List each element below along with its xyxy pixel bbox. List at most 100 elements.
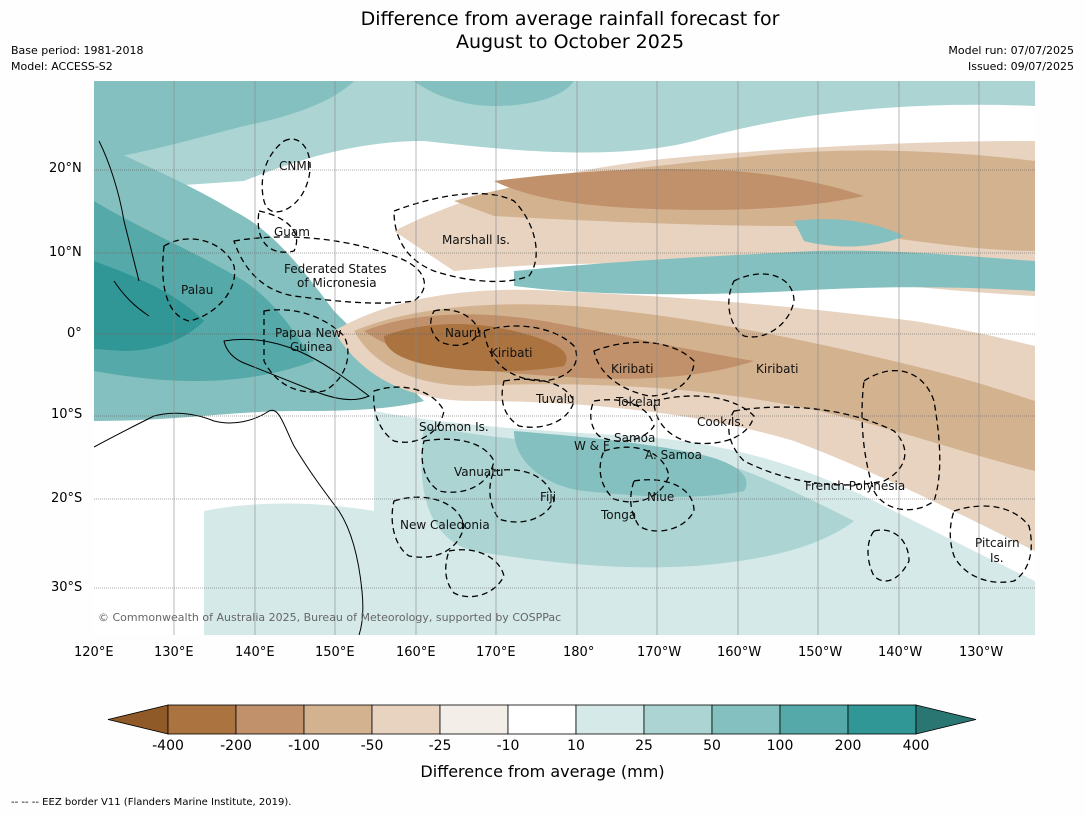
lon-label-150e: 150°E	[315, 645, 355, 660]
lon-label-120e: 120°E	[74, 645, 114, 660]
lon-label-170e: 170°E	[476, 645, 516, 660]
lat-label-10s: 10°S	[51, 407, 83, 422]
colorbar-swatches	[107, 704, 977, 735]
wet-anomaly-southwest	[204, 503, 374, 635]
map-svg: CNMI Guam Marshall Is. Federated States …	[94, 81, 1035, 635]
colorbar-tick-label: 100	[766, 738, 794, 754]
wet-anomaly-south-core	[514, 431, 747, 497]
run-info: Model run: 07/07/2025 Issued: 09/07/2025	[948, 43, 1074, 75]
lon-label-160w: 160°W	[717, 645, 762, 660]
region-label-pitcairn-2: Is.	[990, 551, 1004, 565]
region-label-wf: W & F	[574, 439, 610, 453]
chart-title: Difference from average rainfall forecas…	[0, 8, 1085, 54]
lat-label-20n: 20°N	[49, 161, 82, 176]
new-guinea-coastline	[223, 338, 370, 401]
lon-label-180: 180°	[563, 645, 595, 660]
region-label-samoa: Samoa	[614, 431, 655, 445]
region-label-marshall: Marshall Is.	[442, 233, 510, 247]
colorbar-swatch	[643, 704, 713, 735]
colorbar-tick-label: -200	[220, 738, 252, 754]
region-label-kiribati-east: Kiribati	[756, 362, 798, 376]
region-label-new-caledonia: New Caledonia	[400, 518, 490, 532]
colorbar-tick-label: -100	[288, 738, 320, 754]
colorbar-swatch	[371, 704, 441, 735]
region-label-tuvalu: Tuvalu	[535, 392, 575, 406]
colorbar-swatch	[847, 704, 917, 735]
colorbar-tick-label: 400	[902, 738, 930, 754]
region-label-palau: Palau	[181, 283, 213, 297]
dry-anomaly-equator-deep	[384, 324, 567, 372]
lon-label-130w: 130°W	[959, 645, 1004, 660]
title-line-1: Difference from average rainfall forecas…	[360, 8, 780, 30]
region-label-vanuatu: Vanuatu	[454, 465, 504, 479]
colorbar-tick-label: 25	[635, 738, 653, 754]
dry-anomaly-north-core	[494, 169, 864, 210]
region-label-png-2: Guinea	[290, 340, 333, 354]
australia-coastline	[94, 409, 364, 635]
region-label-fsm-2: of Micronesia	[297, 276, 377, 290]
lon-label-170w: 170°W	[637, 645, 682, 660]
colorbar-swatch	[303, 704, 373, 735]
colorbar-tick-label: -10	[496, 738, 520, 754]
region-label-fsm-1: Federated States	[284, 262, 386, 276]
colorbar-label: Difference from average (mm)	[420, 762, 665, 781]
region-label-kiribati-west: Kiribati	[490, 346, 532, 360]
lon-label-140e: 140°E	[235, 645, 275, 660]
region-label-tokelau: Tokelau	[615, 395, 661, 409]
region-label-cook: Cook Is.	[697, 415, 744, 429]
colorbar-tick-label: 50	[703, 738, 721, 754]
region-label-guam: Guam	[274, 225, 310, 239]
philippines-coastline	[98, 140, 150, 317]
colorbar-swatch	[439, 704, 509, 735]
model-name: Model: ACCESS-S2	[11, 60, 113, 73]
colorbar-tick-label: 200	[834, 738, 862, 754]
colorbar-swatch	[779, 704, 849, 735]
colorbar-swatch	[167, 704, 237, 735]
region-label-french-polynesia: French Polynesia	[805, 479, 905, 493]
colorbar-swatch	[711, 704, 781, 735]
region-labels: CNMI Guam Marshall Is. Federated States …	[181, 159, 1020, 565]
issued-date: Issued: 09/07/2025	[967, 60, 1074, 73]
region-label-tonga: Tonga	[600, 508, 636, 522]
region-label-png-1: Papua New	[275, 326, 342, 340]
region-label-cnmi: CNMI	[279, 159, 310, 173]
colorbar-tick-label: -25	[428, 738, 452, 754]
region-label-american-samoa: A. Samoa	[645, 448, 702, 462]
wet-anomaly-west-deep	[94, 261, 204, 351]
colorbar-swatch	[235, 704, 305, 735]
lat-label-0: 0°	[67, 326, 82, 341]
wet-strip-north-2	[794, 219, 904, 247]
colorbar-swatch	[575, 704, 645, 735]
region-label-kiribati-central: Kiribati	[611, 362, 653, 376]
lon-label-140w: 140°W	[878, 645, 923, 660]
region-label-nauru: Nauru	[445, 326, 481, 340]
region-label-fiji: Fiji	[540, 490, 556, 504]
eez-borders	[162, 138, 1032, 598]
wet-anomaly-north	[94, 81, 1035, 191]
rainfall-map: CNMI Guam Marshall Is. Federated States …	[94, 81, 1035, 635]
colorbar-tick-label: -50	[360, 738, 384, 754]
lon-label-150w: 150°W	[798, 645, 843, 660]
lat-label-30s: 30°S	[51, 580, 83, 595]
lon-label-130e: 130°E	[154, 645, 194, 660]
region-label-solomon: Solomon Is.	[419, 420, 489, 434]
colorbar-swatch	[507, 704, 577, 735]
wet-anomaly-north-inner2	[414, 81, 574, 106]
copyright-notice: © Commonwealth of Australia 2025, Bureau…	[98, 611, 561, 624]
title-line-2: August to October 2025	[455, 31, 685, 53]
wet-strip-north	[514, 250, 1035, 295]
model-info: Base period: 1981-2018 Model: ACCESS-S2	[11, 43, 143, 75]
colorbar	[107, 704, 977, 735]
lat-label-20s: 20°S	[51, 491, 83, 506]
colorbar-tick-label: 10	[567, 738, 585, 754]
map-meridians	[173, 81, 980, 635]
colorbar-extend-low	[107, 704, 169, 735]
region-label-pitcairn-1: Pitcairn	[975, 536, 1020, 550]
model-run: Model run: 07/07/2025	[948, 44, 1074, 57]
wet-anomaly-north-inner	[94, 81, 354, 161]
base-period: Base period: 1981-2018	[11, 44, 144, 57]
colorbar-extend-high	[915, 704, 977, 735]
region-label-niue: Niue	[647, 490, 674, 504]
colorbar-tick-label: -400	[152, 738, 184, 754]
lon-label-160e: 160°E	[396, 645, 436, 660]
